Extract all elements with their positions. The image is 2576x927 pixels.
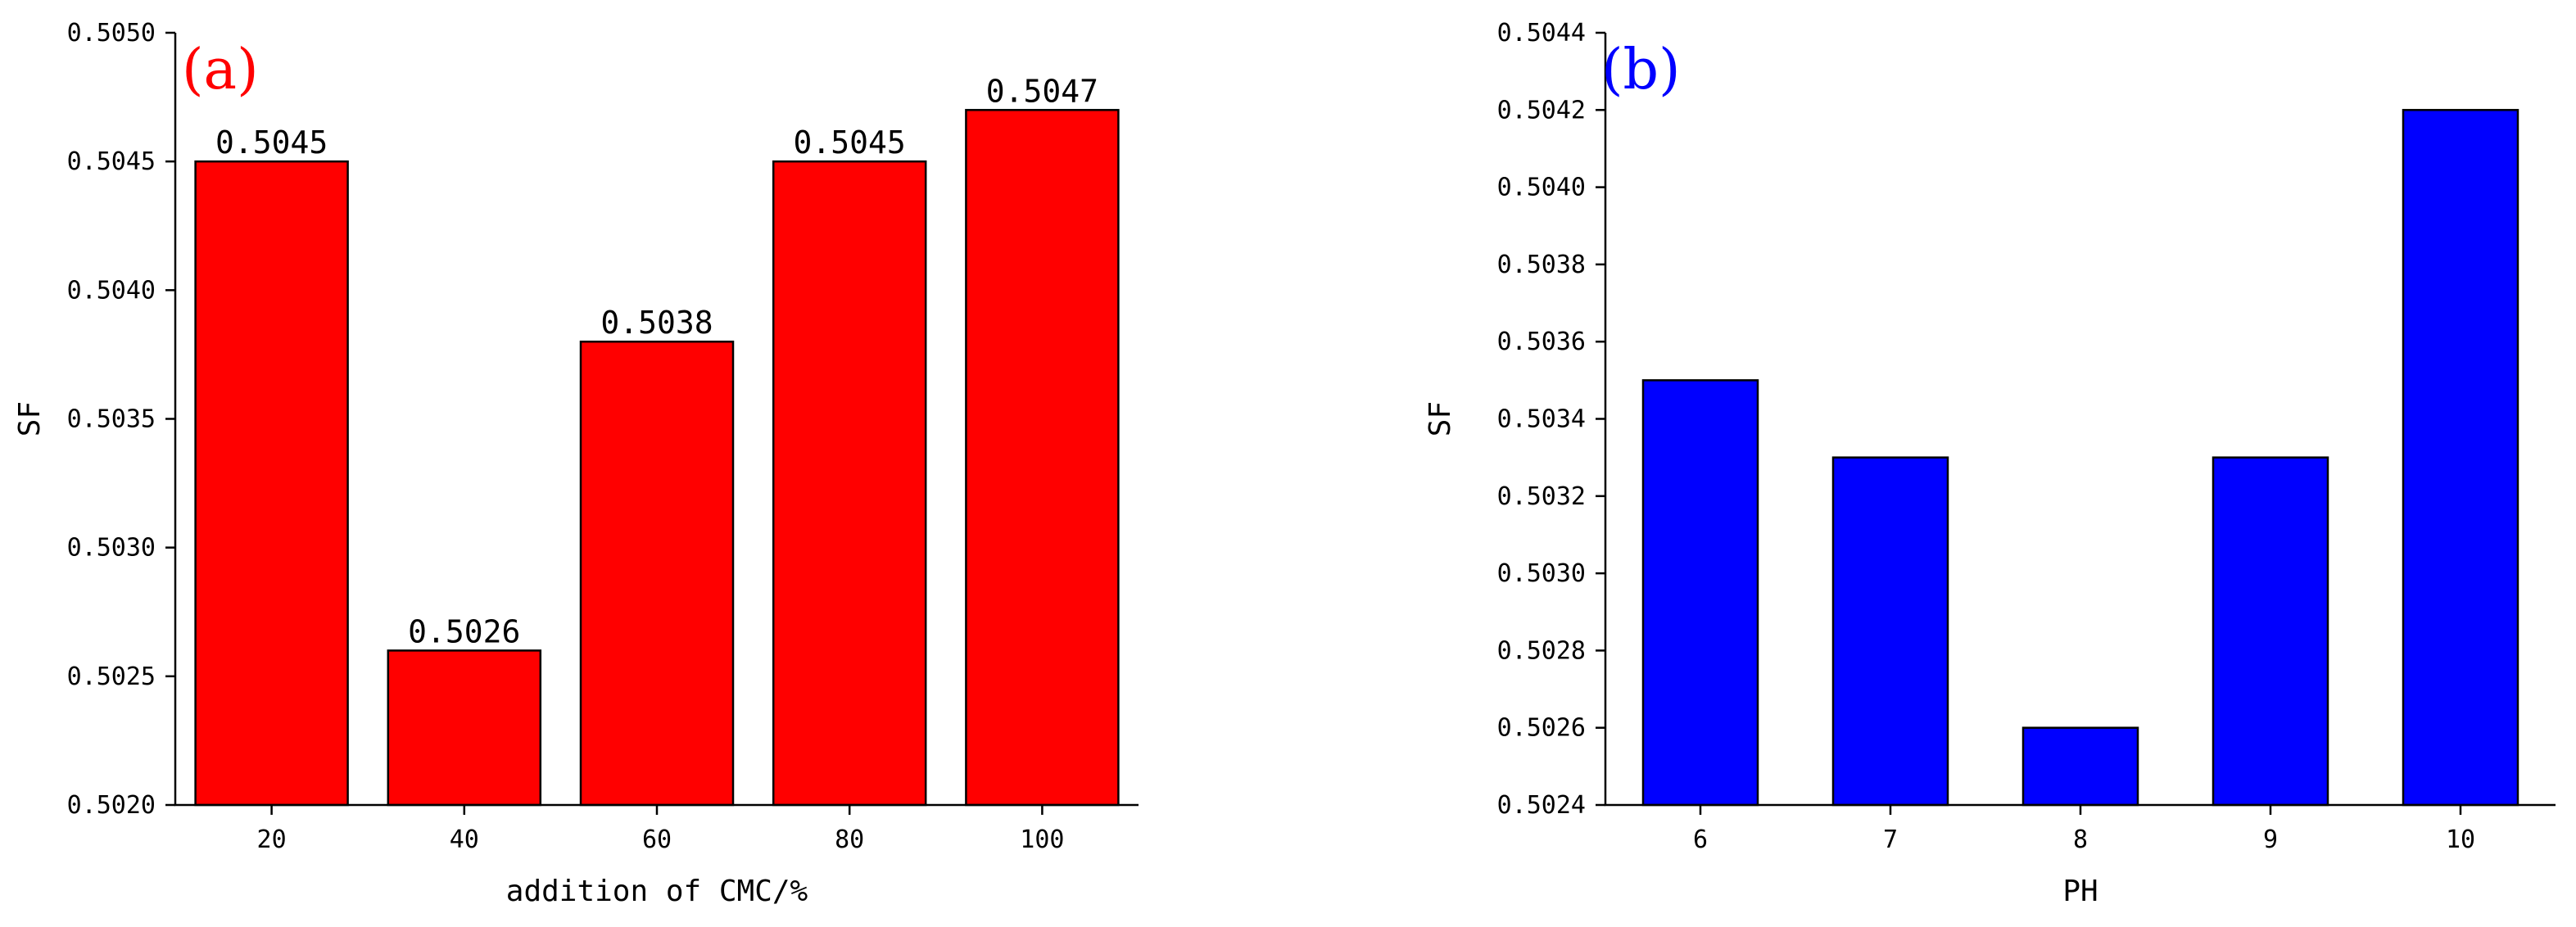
x-tick-label: 80 [835,825,864,854]
data-label: 0.5038 [600,305,713,341]
bar-60 [579,340,735,807]
y-axis-title: SF [1424,401,1457,436]
bar-9 [2212,456,2329,807]
x-tick-label: 10 [2446,825,2475,854]
y-tick-label: 0.5025 [67,662,156,691]
y-tick-label: 0.5044 [1497,19,1586,47]
y-tick-label: 0.5030 [1497,559,1586,588]
y-tick-label: 0.5038 [1497,251,1586,279]
y-tick-label: 0.5050 [67,19,156,47]
y-tick-label: 0.5028 [1497,636,1586,665]
y-tick-label: 0.5026 [1497,714,1586,743]
bar-6 [1641,379,1759,807]
y-tick-label: 0.5042 [1497,96,1586,124]
x-tick-label: 60 [642,825,672,854]
x-tick-label: 9 [2263,825,2278,854]
y-axis-title: SF [13,401,47,436]
x-tick-label: 6 [1693,825,1708,854]
bar-80 [772,160,927,807]
bar-8 [2021,726,2139,807]
data-label: 0.5045 [215,124,328,161]
y-tick-label: 0.5040 [67,276,156,305]
y-tick-label: 0.5040 [1497,174,1586,202]
y-tick-label: 0.5024 [1497,791,1586,820]
x-tick-label: 40 [450,825,479,854]
y-tick-label: 0.5034 [1497,405,1586,434]
y-tick-label: 0.5020 [67,791,156,820]
bar-10 [2402,109,2519,807]
x-tick-label: 8 [2073,825,2088,854]
bar-40 [387,649,542,807]
x-axis-title: PH [2062,875,2098,908]
y-tick-label: 0.5030 [67,534,156,563]
panel-label: (b) [1601,38,1681,102]
y-tick-label: 0.5045 [67,147,156,176]
y-tick-label: 0.5032 [1497,482,1586,511]
chart-panel-b: 0.5024 0.5026 0.5028 0.5030 0.5032 0.5034 0.50… [1424,19,2556,908]
bar-100 [965,109,1120,807]
x-tick-label: 7 [1883,825,1898,854]
x-axis-title: addition of CMC/% [506,875,808,908]
chart-panel-a: 0.5020 0.5025 0.5030 0.5035 0.5040 0.5045 0.50… [13,19,1139,908]
y-tick-label: 0.5035 [67,405,156,434]
data-label: 0.5026 [408,613,520,649]
x-tick-label: 20 [257,825,287,854]
data-label: 0.5047 [986,73,1098,109]
bar-20 [194,160,349,807]
panel-label: (a) [182,38,259,102]
x-tick-label: 100 [1020,825,1064,854]
bar-7 [1831,456,1949,807]
data-label: 0.5045 [794,124,906,161]
y-tick-label: 0.5036 [1497,328,1586,356]
